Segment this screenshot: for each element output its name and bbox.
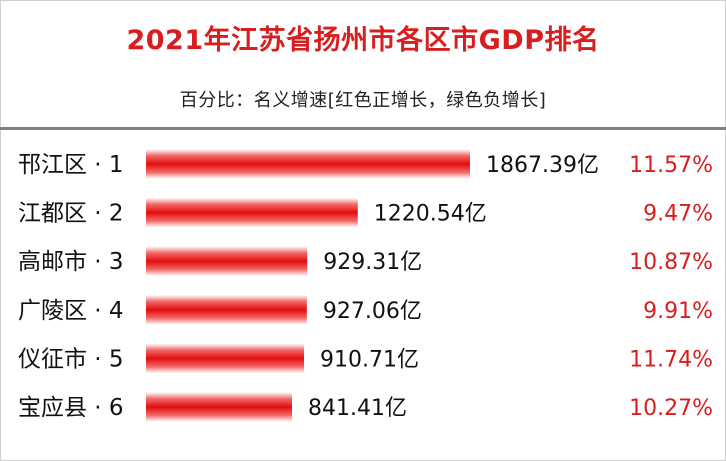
chart-subtitle: 百分比：名义增速[红色正增长，绿色负增长] [179,90,547,111]
value-label: 1220.54亿 [374,202,487,227]
value-label: 910.71亿 [320,347,419,372]
category-label: 高邮市 · 3 [18,249,124,275]
gdp-bar [146,343,305,374]
gdp-bar [146,149,470,179]
header-divider [0,127,726,130]
growth-label: 10.87% [629,250,713,275]
gdp-bar [146,197,358,228]
value-label: 841.41亿 [308,396,407,421]
growth-label: 9.91% [643,299,713,324]
category-label: 仪征市 · 5 [18,346,124,372]
growth-label: 11.74% [629,347,713,372]
category-label: 江都区 · 2 [18,201,124,227]
chart-title: 2021年江苏省扬州市各区市GDP排名 [126,25,600,56]
category-label: 广陵区 · 4 [18,298,124,324]
category-label: 宝应县 · 6 [18,395,124,421]
gdp-bar [146,294,307,325]
growth-label: 11.57% [629,153,713,178]
value-label: 929.31亿 [323,250,422,275]
gdp-bar [146,246,308,277]
gdp-bar [146,392,292,422]
value-label: 1867.39亿 [486,153,599,178]
growth-label: 10.27% [629,396,713,421]
value-label: 927.06亿 [323,299,422,324]
category-label: 邗江区 · 1 [18,152,124,178]
growth-label: 9.47% [643,202,713,227]
